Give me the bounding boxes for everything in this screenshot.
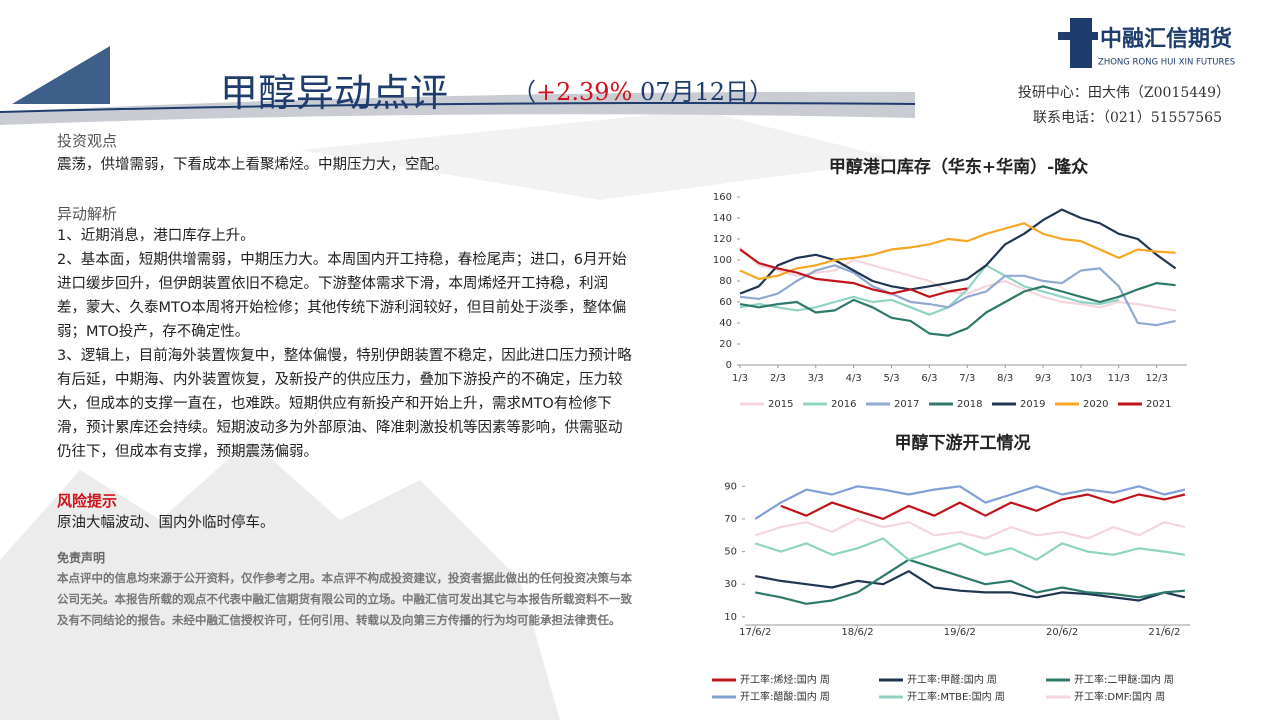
text: 震荡，供增需弱，下看成本上看聚烯烃。中期压力大，空配。 (57, 157, 449, 173)
x-tick-label: 10/3 (1070, 373, 1092, 384)
series-line (754, 537, 1186, 561)
series-line (739, 222, 1176, 280)
legend-label: 开工率:甲醛:国内 周 (907, 673, 997, 686)
disclaimer: 本点评中的信息均来源于公开资料，仅作参考之用。本点评不构成投资建议，投资者据此做… (57, 571, 632, 627)
x-tick-label: 19/6/2 (944, 627, 976, 638)
date: 07月12日） (632, 78, 774, 106)
y-tick-label: 20 (719, 339, 732, 350)
x-tick-label: 18/6/2 (841, 627, 873, 638)
x-tick-label: 11/3 (1108, 373, 1130, 384)
legend-label: 开工率:烯烃:国内 周 (740, 673, 830, 686)
series-line (739, 248, 968, 298)
series-line (780, 493, 1186, 520)
heading: 异动解析 (57, 205, 118, 223)
paragraph: 2、基本面，短期供增需弱，中期压力大。本周国内开工持稳，春检尾声；进口，6月开始… (57, 252, 627, 340)
logo-english: ZHONG RONG HUI XIN FUTURES (1098, 58, 1235, 68)
x-tick-label: 2/3 (770, 373, 786, 384)
y-tick-label: 100 (713, 255, 732, 266)
subtitle: （+2.39% 07月12日） (512, 72, 773, 107)
change: +2.39% (536, 78, 633, 106)
y-tick-label: 140 (713, 213, 732, 224)
x-tick-label: 21/6/2 (1148, 627, 1180, 638)
y-tick-label: 40 (719, 318, 732, 329)
heading: 投资观点 (57, 132, 118, 150)
legend-label: 开工率:醋酸:国内 周 (740, 690, 830, 703)
logo-mark (1070, 18, 1092, 68)
x-tick-label: 6/3 (921, 373, 937, 384)
header-triangle (12, 46, 110, 104)
x-tick-label: 17/6/2 (739, 627, 771, 638)
y-tick-label: 0 (726, 360, 732, 371)
body: 投资观点 震荡，供增需弱，下看成本上看聚烯烃。中期压力大，空配。 异动解析 1、… (57, 128, 635, 631)
map-watermark (300, 110, 900, 200)
y-tick-label: 10 (724, 612, 737, 623)
legend-label: 2018 (957, 399, 982, 410)
phone: 联系电话：（021）51557565 (1033, 110, 1222, 126)
x-tick-label: 9/3 (1035, 373, 1051, 384)
series-line (754, 570, 1186, 602)
logo-name: 中融汇信期货 (1100, 26, 1232, 52)
x-tick-label: 4/3 (846, 373, 862, 384)
legend-label: 2017 (894, 399, 919, 410)
y-tick-label: 50 (724, 547, 737, 558)
paren: （ (512, 78, 536, 106)
y-tick-label: 160 (713, 192, 732, 203)
legend-label: 2015 (768, 399, 793, 410)
logo-mark (1058, 32, 1098, 40)
legend-label: 开工率:MTBE:国内 周 (907, 690, 1005, 703)
series-line (754, 558, 1185, 605)
text: 原油大幅波动、国内外临时停车。 (57, 515, 275, 531)
legend-label: 2016 (831, 399, 856, 410)
x-tick-label: 5/3 (883, 373, 899, 384)
series-line (739, 208, 1177, 295)
legend-label: 2021 (1146, 399, 1171, 410)
y-tick-label: 90 (724, 481, 737, 492)
series-line (739, 264, 1120, 316)
heading: 风险提示 (57, 492, 118, 510)
series-line (754, 517, 1186, 540)
legend-label: 开工率:DMF:国内 周 (1074, 690, 1165, 703)
series-line (739, 264, 1176, 327)
header-line (0, 102, 916, 113)
y-tick-label: 120 (713, 234, 732, 245)
x-tick-label: 7/3 (959, 373, 975, 384)
heading: 免责声明 (57, 551, 106, 565)
y-tick-label: 30 (724, 579, 737, 590)
x-tick-label: 12/3 (1145, 373, 1167, 384)
paragraph: 3、逻辑上，目前海外装置恢复中，整体偏慢，特别伊朗装置不稳定，因此进口压力预计略… (57, 348, 632, 460)
legend-label: 2019 (1020, 399, 1045, 410)
series-line (739, 282, 1176, 337)
x-tick-label: 1/3 (732, 373, 748, 384)
x-tick-label: 3/3 (808, 373, 824, 384)
chart-title: 甲醇下游开工情况 (895, 433, 1031, 454)
title: 甲醇异动点评 (220, 71, 449, 115)
x-tick-label: 8/3 (997, 373, 1013, 384)
legend-label: 2020 (1083, 399, 1108, 410)
analyst: 投研中心：田大伟（Z0015449） (1018, 85, 1230, 101)
x-tick-label: 20/6/2 (1046, 627, 1078, 638)
chart-title: 甲醇港口库存（华东+华南）-隆众 (829, 157, 1089, 178)
y-tick-label: 80 (719, 276, 732, 287)
skyline-watermark (0, 440, 560, 720)
y-tick-label: 60 (719, 297, 732, 308)
legend-label: 开工率:二甲醚:国内 周 (1074, 673, 1174, 686)
paragraph: 1、近期消息，港口库存上升。 (57, 228, 255, 244)
y-tick-label: 70 (724, 514, 737, 525)
header-swoosh (0, 91, 915, 125)
series-line (754, 485, 1186, 520)
paragraphs: 1、近期消息，港口库存上升。 2、基本面，短期供增需弱，中期压力大。本周国内开工持… (57, 224, 635, 464)
